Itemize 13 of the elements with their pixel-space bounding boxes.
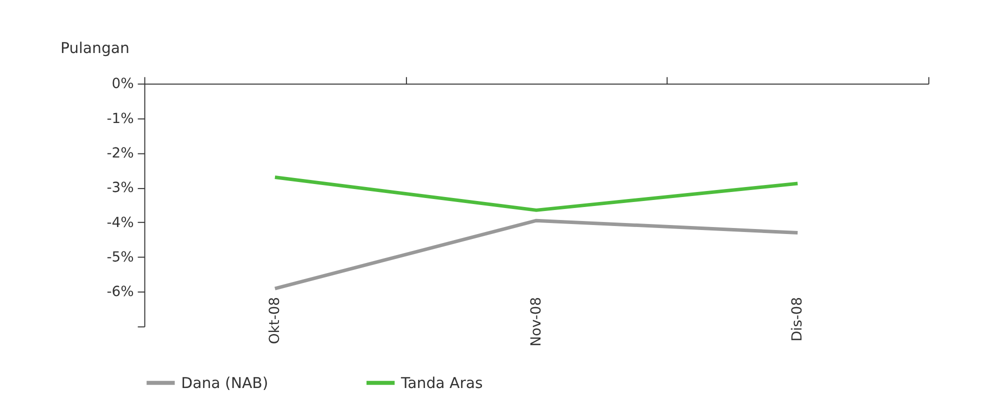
y-tick-label: -1% <box>106 110 134 127</box>
y-tick-label: -5% <box>106 249 134 266</box>
y-tick-label: 0% <box>112 76 134 92</box>
y-axis-title: Pulangan <box>60 39 130 58</box>
y-tick-label: -2% <box>106 145 134 162</box>
legend-label: Tanda Aras <box>400 374 483 392</box>
x-tick-label: Okt-08 <box>266 297 283 344</box>
y-tick-label: -6% <box>106 284 134 300</box>
y-tick-label: -3% <box>106 180 134 196</box>
x-tick-label: Dis-08 <box>790 297 806 342</box>
x-tick-label: Nov-08 <box>528 297 544 346</box>
y-tick-label: -4% <box>106 214 134 231</box>
legend-label: Dana (NAB) <box>181 374 268 392</box>
